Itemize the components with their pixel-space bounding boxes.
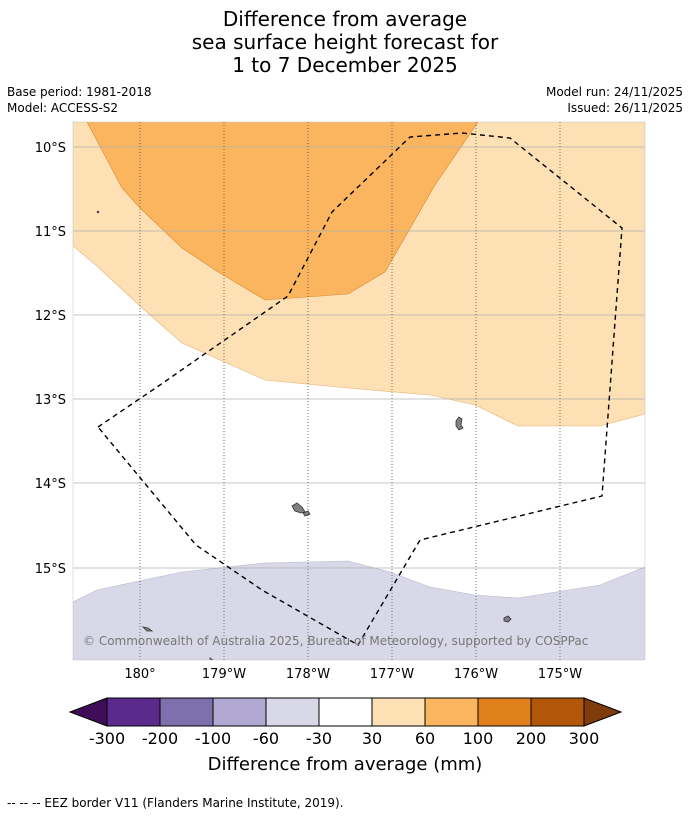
- island-wallis-1: [455, 416, 464, 431]
- lon-label-175w: 175°W: [538, 667, 582, 682]
- lat-label-12s: 12°S: [35, 309, 66, 324]
- colorbar-bin-neg30-30: [318, 697, 373, 727]
- colorbar-bin-200-300: [530, 697, 585, 727]
- map-area: © Commonwealth of Australia 2025, Bureau…: [73, 122, 645, 660]
- colorbar-bin-60-100: [424, 697, 479, 727]
- islands: [96, 210, 512, 660]
- lat-label-15s: 15°S: [35, 562, 66, 577]
- colorbar-tick-neg60: -60: [253, 729, 279, 748]
- colorbar-extend-high: [583, 697, 623, 727]
- colorbar-tick-300: 300: [569, 729, 600, 748]
- map-frame: [72, 121, 646, 661]
- colorbar-tick-neg100: -100: [195, 729, 231, 748]
- colorbar-extend-low: [68, 697, 108, 727]
- colorbar-bin-neg100-neg60: [212, 697, 267, 727]
- lat-label-11s: 11°S: [35, 225, 66, 240]
- colorbar-tick-neg200: -200: [142, 729, 178, 748]
- island-south: [209, 657, 214, 660]
- lat-label-14s: 14°S: [35, 477, 66, 492]
- colorbar-tick-60: 60: [415, 729, 435, 748]
- issued-date: Issued: 26/11/2025: [567, 101, 683, 115]
- colorbar-tick-200: 200: [516, 729, 547, 748]
- title-line-1: Difference from average: [222, 7, 468, 31]
- title-line-3: 1 to 7 December 2025: [232, 53, 458, 77]
- island-dot-nw: [96, 210, 100, 214]
- lon-label-180: 180°: [124, 667, 155, 682]
- colorbar-tick-neg300: -300: [89, 729, 125, 748]
- island-niuafoou: [503, 615, 512, 623]
- colorbar: -300 -200 -100 -60 -30 30 60 100 200 300…: [68, 697, 623, 775]
- colorbar-tick-neg30: -30: [306, 729, 332, 748]
- anomaly-region-neg60-neg30: [73, 560, 645, 660]
- lon-label-177w: 177°W: [370, 667, 414, 682]
- colorbar-title: Difference from average (mm): [208, 754, 483, 775]
- colorbar-bin-100-200: [477, 697, 532, 727]
- chart-title: Difference from average sea surface heig…: [0, 8, 690, 77]
- eez-legend-note: -- -- -- EEZ border V11 (Flanders Marine…: [7, 796, 344, 810]
- meta-right: Model run: 24/11/2025 Issued: 26/11/2025: [546, 84, 683, 116]
- colorbar-bin-neg60-neg30: [265, 697, 320, 727]
- title-line-2: sea surface height forecast for: [191, 30, 499, 54]
- meta-left: Base period: 1981-2018 Model: ACCESS-S2: [7, 84, 152, 116]
- map-figure: © Commonwealth of Australia 2025, Bureau…: [35, 121, 646, 775]
- lon-label-179w: 179°W: [202, 667, 246, 682]
- colorbar-bin-neg300-neg200: [106, 697, 161, 727]
- lon-label-176w: 176°W: [454, 667, 498, 682]
- colorbar-tick-30: 30: [362, 729, 382, 748]
- lat-gridlines: [73, 146, 645, 569]
- lat-labels: 10°S 11°S 12°S 13°S 14°S 15°S: [35, 141, 66, 577]
- lat-label-13s: 13°S: [35, 393, 66, 408]
- lat-label-10s: 10°S: [35, 141, 66, 156]
- lon-labels: 180° 179°W 178°W 177°W 176°W 175°W: [124, 667, 582, 682]
- lon-label-178w: 178°W: [286, 667, 330, 682]
- island-small-west: [141, 626, 154, 632]
- copyright-credit: © Commonwealth of Australia 2025, Bureau…: [83, 634, 588, 648]
- base-period: Base period: 1981-2018: [7, 85, 152, 99]
- colorbar-bin-neg200-neg100: [159, 697, 214, 727]
- model-name: Model: ACCESS-S2: [7, 101, 119, 115]
- island-futuna-2: [302, 510, 311, 517]
- colorbar-bin-30-60: [371, 697, 426, 727]
- colorbar-tick-100: 100: [463, 729, 494, 748]
- eez-border: [96, 132, 623, 646]
- model-run: Model run: 24/11/2025: [545, 85, 683, 99]
